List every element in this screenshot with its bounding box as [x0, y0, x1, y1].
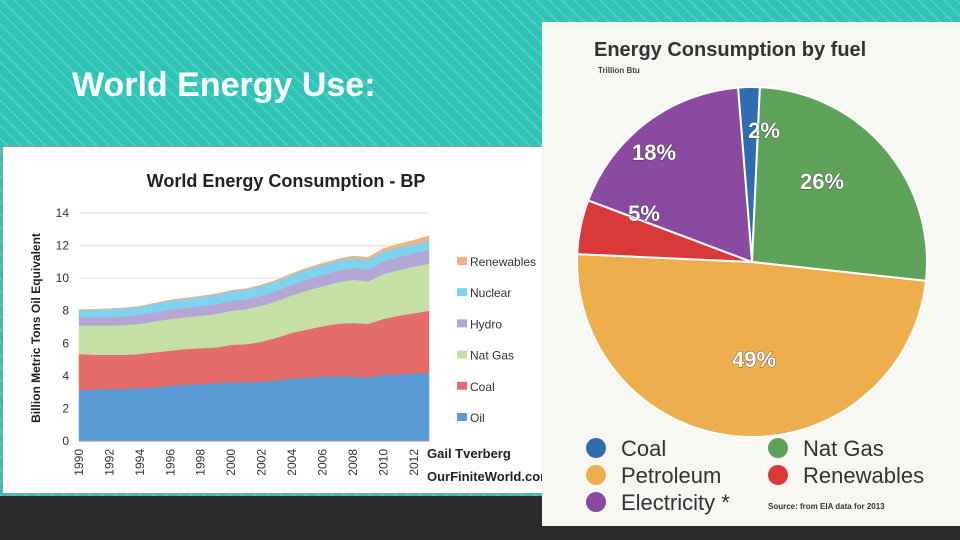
credit-author: Gail Tverberg: [427, 446, 511, 461]
pie-chart-panel: Energy Consumption by fuel Trillion Btu …: [542, 22, 960, 526]
legend-label-nuclear: Nuclear: [470, 286, 511, 300]
pie-label-nat-gas: 26%: [800, 169, 844, 194]
legend-swatch-hydro: [457, 319, 467, 328]
legend-label-nat-gas: Nat Gas: [470, 349, 514, 363]
area-xtick-label: 1998: [194, 449, 208, 476]
pie-chart: Energy Consumption by fuel Trillion Btu …: [576, 39, 928, 515]
pie-slice-nat-gas: [750, 86, 928, 283]
area-chart-title: World Energy Consumption - BP: [147, 171, 426, 191]
area-xtick-label: 2002: [255, 449, 269, 476]
area-ytick-label: 10: [56, 271, 70, 285]
area-ytick-label: 12: [56, 239, 70, 253]
area-xtick-label: 2004: [285, 449, 299, 476]
area-xtick-label: 2000: [224, 449, 238, 476]
pie-legend-label-electricity: Electricity *: [621, 490, 730, 515]
pie-source: Source: from EIA data for 2013: [768, 502, 885, 511]
area-chart-ylabel: Billion Metric Tons Oil Equivalent: [29, 233, 43, 423]
pie-legend-swatch-nat-gas: [768, 438, 788, 458]
pie-slice-petroleum: [576, 253, 928, 439]
area-ytick-label: 14: [56, 206, 70, 220]
pie-legend-label-renewables: Renewables: [803, 463, 924, 488]
pie-label-renewables: 5%: [628, 201, 660, 226]
legend-label-oil: Oil: [470, 411, 485, 425]
area-xtick-label: 1990: [72, 449, 86, 476]
pie-legend-label-nat-gas: Nat Gas: [803, 436, 884, 461]
legend-swatch-nuclear: [457, 288, 467, 297]
pie-legend-label-petroleum: Petroleum: [621, 463, 721, 488]
slide-title: World Energy Use:: [72, 66, 376, 104]
pie-label-electricity: 18%: [632, 140, 676, 165]
legend-swatch-renewables: [457, 257, 467, 265]
pie-legend-swatch-petroleum: [586, 465, 606, 485]
area-ytick-label: 6: [62, 336, 69, 350]
pie-label-petroleum: 49%: [732, 347, 776, 372]
pie-legend-swatch-electricity: [586, 492, 606, 512]
area-ytick-label: 4: [62, 369, 69, 383]
pie-chart-subtitle: Trillion Btu: [598, 66, 640, 75]
area-xtick-label: 2008: [346, 449, 360, 476]
area-chart-panel: World Energy Consumption - BP Billion Me…: [2, 146, 568, 494]
pie-legend-swatch-coal: [586, 438, 606, 458]
area-xtick-label: 2012: [407, 449, 421, 476]
pie-slice-electricity: [586, 86, 754, 264]
pie-chart-title: Energy Consumption by fuel: [594, 39, 866, 61]
area-xtick-label: 1996: [163, 449, 177, 476]
credit-website: OurFiniteWorld.com: [427, 469, 552, 484]
legend-label-renewables: Renewables: [470, 255, 536, 269]
pie-legend-label-coal: Coal: [621, 436, 666, 461]
legend-swatch-oil: [457, 413, 467, 421]
area-series-renewables: [78, 235, 430, 311]
area-chart: World Energy Consumption - BP Billion Me…: [29, 171, 552, 484]
legend-label-coal: Coal: [470, 380, 495, 394]
pie-legend-swatch-renewables: [768, 465, 788, 485]
area-xtick-label: 2006: [315, 449, 329, 476]
pie-label-coal: 2%: [748, 118, 780, 143]
area-ytick-label: 8: [62, 304, 69, 318]
area-ytick-label: 2: [62, 401, 69, 415]
legend-label-hydro: Hydro: [470, 317, 502, 331]
area-xtick-label: 1994: [133, 449, 147, 476]
area-xtick-label: 2010: [376, 449, 390, 476]
legend-swatch-coal: [457, 381, 467, 390]
legend-swatch-nat-gas: [457, 350, 467, 359]
area-ytick-label: 0: [62, 434, 69, 448]
area-xtick-label: 1992: [102, 449, 116, 476]
